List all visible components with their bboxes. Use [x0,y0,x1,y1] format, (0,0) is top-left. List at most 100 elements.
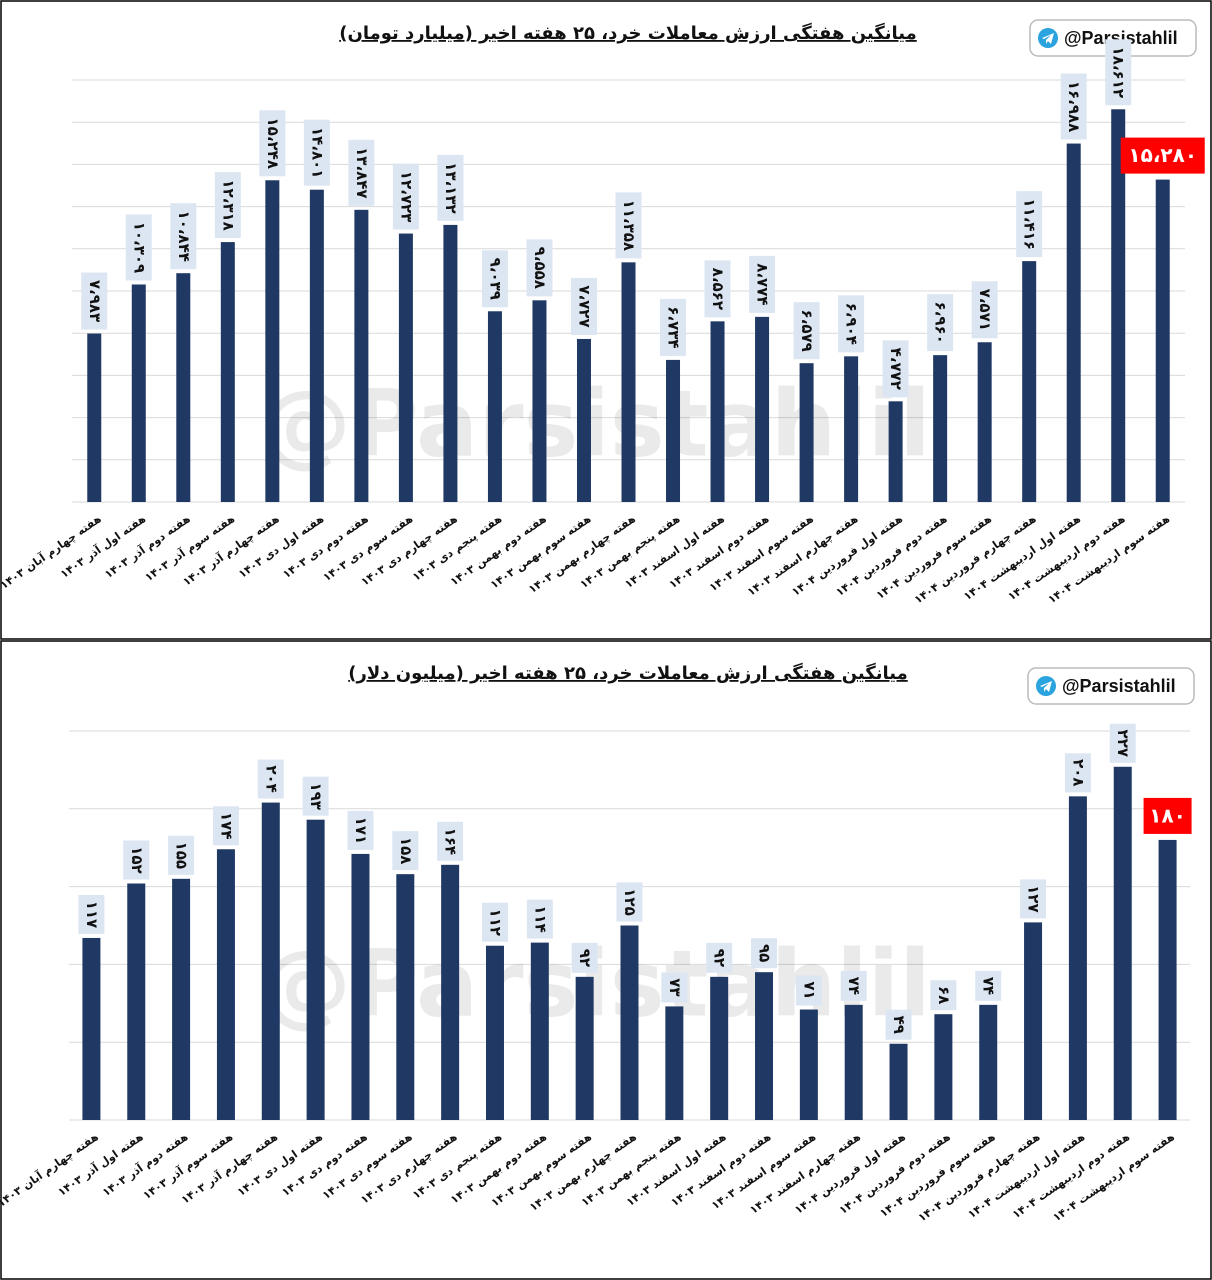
value-label-box [437,154,464,221]
bar [799,1009,818,1120]
bar [755,316,770,502]
value-label: ۱۱۷ [83,901,101,928]
chart-title: میانگین هفتگی ارزش معاملات خرد، ۲۵ هفته … [339,22,917,44]
value-label-box [616,882,643,922]
value-label: ۱۸۰ [1149,803,1186,827]
value-label: ۱۱،۴۱۶ [1021,198,1039,249]
value-label-box [125,214,152,281]
bar [799,363,814,502]
bar [1158,839,1177,1120]
bar [888,401,903,502]
bar [1111,109,1126,502]
value-label: ۹،۰۳۹ [486,258,504,300]
bar [844,1004,863,1120]
bar [979,1004,998,1120]
telegram-plane [1042,33,1054,44]
bar [176,273,191,502]
value-label: ۱۵۲ [128,846,146,873]
bar [220,242,235,502]
bar [620,925,639,1120]
bar [934,1014,953,1120]
value-label-box [214,172,241,239]
value-label-box [927,294,954,352]
bar [532,300,547,502]
bar [441,864,460,1120]
bar [530,942,549,1120]
value-label: ۷۱ [800,981,818,999]
value-label: ۹،۵۵۸ [531,247,549,289]
value-label: ۷،۵۷۱ [976,289,994,331]
badge-box [1027,667,1195,705]
bar [1155,179,1170,503]
value-label: ۴۹ [890,1016,908,1034]
value-label-box [348,139,375,206]
panel-border [0,640,1212,1280]
value-label-box [437,821,464,861]
value-label: ۸،۷۷۴ [754,263,772,305]
value-label-box [1020,879,1047,919]
value-label-box [123,840,150,880]
value-label: ۱۵،۲۴۸ [264,118,282,169]
bar [87,333,102,502]
bar [710,976,729,1120]
value-label: ۱۵۸ [397,837,415,864]
value-label-box [392,163,419,230]
value-label: ۱۱،۳۵۸ [620,200,638,251]
telegram-plane [1040,681,1052,692]
value-label: ۱۸،۶۱۲ [1110,47,1128,98]
value-label: ۱۶۴ [442,828,460,855]
value-label: ۱۳،۸۴۷ [353,147,371,198]
value-label-box [78,894,105,934]
value-label: ۱۲۷ [1025,885,1043,912]
bar [398,233,413,503]
bar [933,355,948,502]
value-label-box [882,340,909,398]
bar [621,262,636,502]
bar [1024,922,1043,1120]
value-label: ۹۲ [711,949,729,967]
bar [265,180,280,502]
bar [309,189,324,502]
badge-text: @Parsistahlil [1064,28,1178,48]
value-label: ۶،۹۰۴ [843,303,861,345]
badge-text: @Parsistahlil [1062,676,1176,696]
value-label: ۱۱۴ [531,905,549,932]
value-label-box [170,203,197,270]
value-label-box [1105,39,1132,106]
value-label: ۷۳ [666,978,684,996]
value-label-box [259,110,286,177]
value-label: ۱۴،۸۰۱ [308,127,326,178]
bar [1066,143,1081,502]
value-label-box [704,260,731,318]
value-label-box [1064,753,1091,793]
value-label-box [570,277,597,335]
value-label: ۴،۷۷۲ [887,348,905,390]
value-label: ۱۵۵ [173,842,191,869]
value-label: ۱۶،۹۸۸ [1065,81,1083,132]
value-label: ۶،۹۶۰ [932,301,950,343]
highlight-label-box [1120,137,1205,174]
chart-title: میانگین هفتگی ارزش معاملات خرد، ۲۵ هفته … [348,662,908,684]
value-label-box [749,255,776,313]
value-label: ۸،۵۶۲ [709,268,727,310]
bar [1113,766,1132,1120]
chart-panel: @Parsistahlil میانگین هفتگی ارزش معاملات … [0,640,1212,1280]
value-label: ۱۳،۱۳۲ [442,162,460,213]
value-label: ۲۰۸ [1069,759,1087,786]
value-label-box [838,295,865,353]
value-label: ۱۲،۳۱۸ [219,179,237,230]
value-label-box [347,810,374,850]
bar [755,972,774,1120]
value-label-box [303,119,330,186]
value-label-box [526,239,553,297]
value-label-box [975,970,1002,1001]
value-label-box [971,281,998,339]
value-label: ۷،۹۸۳ [86,280,104,322]
bar [127,883,146,1120]
bar [666,359,681,502]
bar [172,878,191,1120]
value-label-box [840,970,867,1001]
value-label-box [526,899,553,939]
watermark: @Parsistahlil [259,370,931,477]
bar [131,284,146,502]
